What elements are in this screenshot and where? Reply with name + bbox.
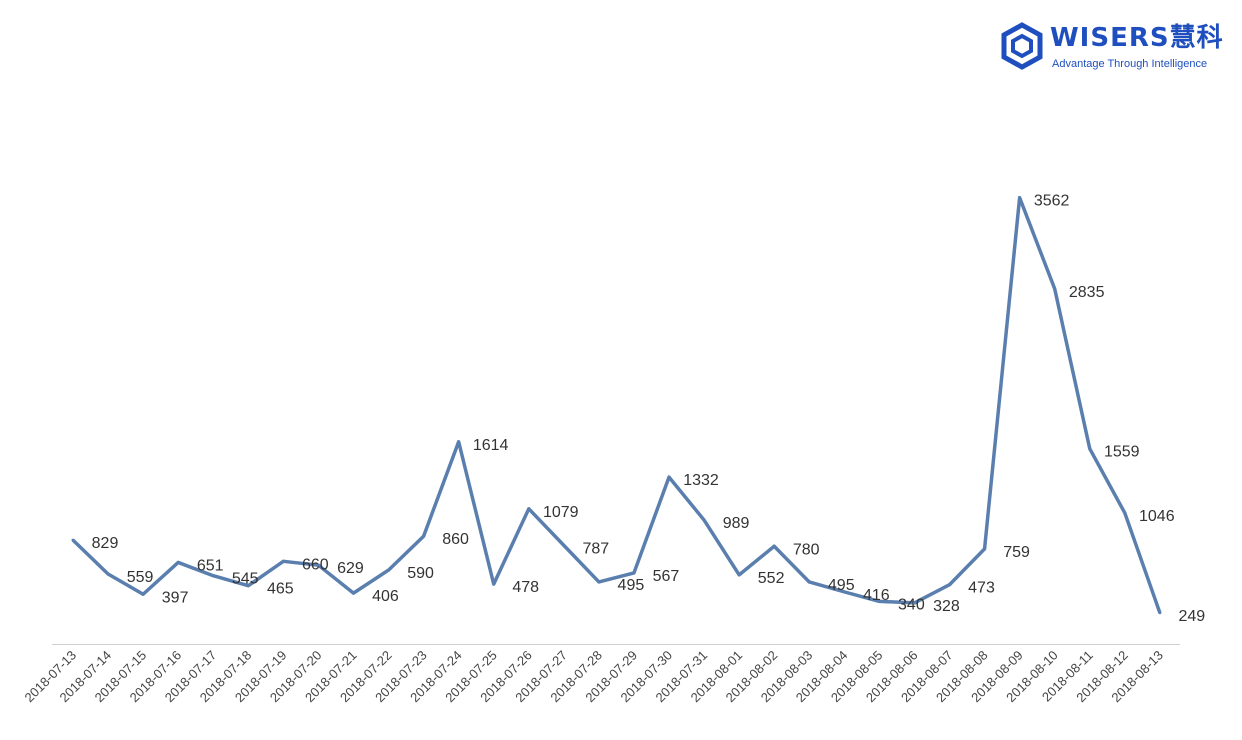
data-point (667, 475, 671, 479)
data-label: 787 (582, 540, 609, 557)
data-label: 1559 (1104, 444, 1140, 461)
data-label: 552 (758, 570, 785, 587)
data-label: 406 (372, 588, 399, 605)
data-label: 1614 (473, 437, 509, 454)
data-point (983, 547, 987, 551)
data-point (877, 599, 881, 603)
data-label: 545 (232, 571, 259, 588)
data-label: 759 (1003, 544, 1030, 561)
data-label: 1079 (543, 504, 579, 521)
data-label: 567 (653, 568, 680, 585)
data-point (772, 544, 776, 548)
data-point (246, 584, 250, 588)
data-label: 829 (92, 535, 119, 552)
data-label: 465 (267, 581, 294, 598)
data-label: 860 (442, 531, 469, 548)
data-point (351, 591, 355, 595)
data-label: 559 (127, 569, 154, 586)
data-point (948, 583, 951, 587)
data-point (632, 571, 636, 575)
wisers-logo: WISERS慧科 Advantage Through Intelligence (1000, 22, 1240, 76)
data-label: 2835 (1069, 284, 1105, 301)
data-point (176, 560, 180, 564)
data-label: 651 (197, 557, 224, 574)
data-point (702, 518, 706, 522)
data-point (1158, 611, 1162, 615)
data-point (141, 592, 145, 596)
data-label: 3562 (1034, 193, 1070, 210)
data-label: 495 (618, 577, 645, 594)
data-point (457, 440, 461, 444)
data-point (912, 601, 916, 605)
data-point (211, 574, 215, 578)
data-point (1123, 511, 1127, 515)
data-label: 495 (828, 577, 855, 594)
data-point (1018, 196, 1022, 200)
data-point (737, 573, 741, 577)
data-label: 660 (302, 556, 329, 573)
data-label: 473 (968, 580, 995, 597)
data-point (807, 580, 811, 584)
data-label: 478 (512, 579, 539, 596)
hexagon-logo-icon (1001, 22, 1043, 70)
data-label: 780 (793, 541, 820, 558)
data-label: 249 (1179, 608, 1206, 625)
data-label: 629 (337, 560, 364, 577)
data-point (316, 563, 320, 567)
data-point (387, 568, 391, 572)
data-label: 416 (863, 587, 890, 604)
data-label: 397 (162, 589, 189, 606)
data-point (71, 538, 75, 542)
data-point (1088, 447, 1092, 451)
data-point (562, 543, 566, 547)
logo-brand: WISERS慧科 (1050, 23, 1224, 53)
data-point (281, 559, 285, 563)
data-label: 1046 (1139, 508, 1175, 525)
data-label: 590 (407, 565, 434, 582)
data-label: 989 (723, 515, 750, 532)
data-label: 340 (898, 596, 925, 613)
series-line (71, 195, 1162, 614)
data-point (842, 590, 846, 594)
data-point (597, 580, 601, 584)
data-label: 1332 (683, 472, 719, 489)
data-point (422, 534, 426, 538)
data-point (527, 507, 531, 511)
data-point (1053, 287, 1057, 291)
logo-tagline: Advantage Through Intelligence (1052, 58, 1208, 70)
data-point (492, 582, 496, 586)
data-label: 328 (933, 598, 960, 615)
data-point (106, 572, 110, 576)
